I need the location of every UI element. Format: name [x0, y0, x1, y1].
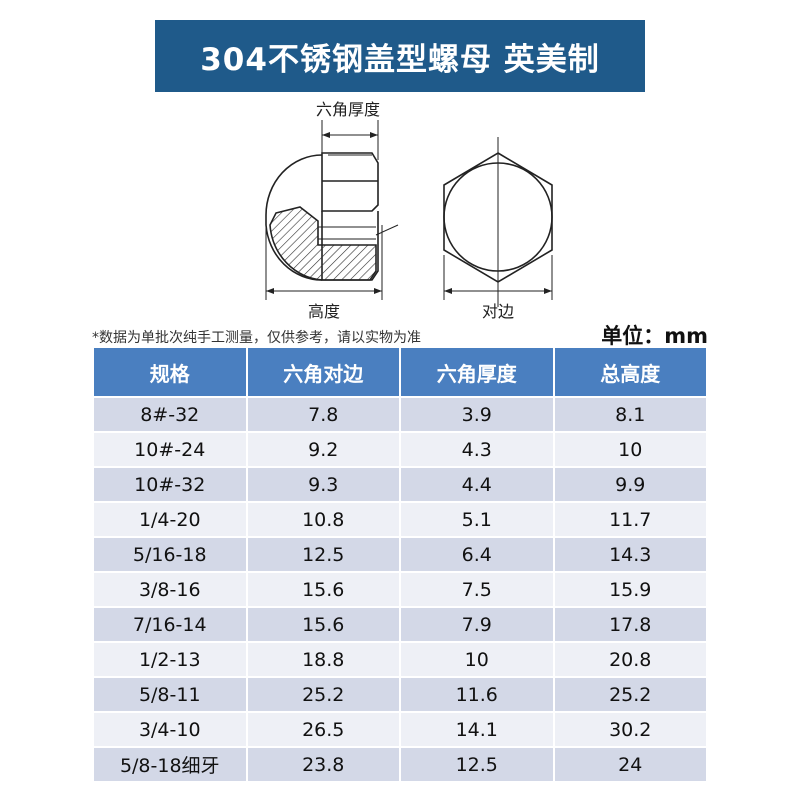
- cell-spec: 10#-32: [94, 468, 246, 501]
- cell-total-height: 25.2: [554, 678, 706, 711]
- table-row: 5/16-18 12.5 6.4 14.3: [94, 538, 706, 571]
- page-title: 304不锈钢盖型螺母 英美制: [200, 41, 600, 78]
- cell-spec: 5/8-18细牙: [94, 748, 246, 781]
- hex-thickness-label: 六角厚度: [316, 100, 380, 119]
- cell-total-height: 9.9: [554, 468, 706, 501]
- table-row: 10#-32 9.3 4.4 9.9: [94, 468, 706, 501]
- table-row: 3/8-16 15.6 7.5 15.9: [94, 573, 706, 606]
- table-row: 1/4-20 10.8 5.1 11.7: [94, 503, 706, 536]
- spec-table: 规格 六角对边 六角厚度 总高度 8#-32 7.8 3.9 8.1 10#-2…: [92, 346, 708, 783]
- height-label: 高度: [308, 302, 340, 321]
- cell-spec: 1/2-13: [94, 643, 246, 676]
- cell-across-flats: 23.8: [247, 748, 399, 781]
- table-row: 3/4-10 26.5 14.1 30.2: [94, 713, 706, 746]
- cell-total-height: 14.3: [554, 538, 706, 571]
- across-flats-label: 对边: [482, 302, 514, 321]
- header-across-flats: 六角对边: [247, 348, 399, 396]
- cell-total-height: 24: [554, 748, 706, 781]
- cell-hex-thickness: 7.5: [401, 573, 553, 606]
- cell-total-height: 15.9: [554, 573, 706, 606]
- cell-hex-thickness: 5.1: [401, 503, 553, 536]
- cell-spec: 1/4-20: [94, 503, 246, 536]
- cell-across-flats: 26.5: [247, 713, 399, 746]
- cell-across-flats: 12.5: [247, 538, 399, 571]
- cell-across-flats: 9.3: [247, 468, 399, 501]
- title-banner: 304不锈钢盖型螺母 英美制: [155, 20, 645, 92]
- cell-across-flats: 7.8: [247, 398, 399, 431]
- table-header-row: 规格 六角对边 六角厚度 总高度: [94, 348, 706, 396]
- top-view: [443, 137, 553, 307]
- table-row: 10#-24 9.2 4.3 10: [94, 433, 706, 466]
- cell-hex-thickness: 10: [401, 643, 553, 676]
- cell-hex-thickness: 4.4: [401, 468, 553, 501]
- cell-spec: 10#-24: [94, 433, 246, 466]
- cell-across-flats: 15.6: [247, 608, 399, 641]
- measurement-note: *数据为单批次纯手工测量，仅供参考，请以实物为准: [92, 330, 421, 346]
- header-hex-thickness: 六角厚度: [401, 348, 553, 396]
- cell-hex-thickness: 14.1: [401, 713, 553, 746]
- cell-across-flats: 10.8: [247, 503, 399, 536]
- header-total-height: 总高度: [554, 348, 706, 396]
- cell-total-height: 20.8: [554, 643, 706, 676]
- cell-across-flats: 18.8: [247, 643, 399, 676]
- side-view: [265, 120, 399, 300]
- cap-nut-diagram: 六角厚度 高度 对边: [265, 100, 553, 321]
- cell-across-flats: 9.2: [247, 433, 399, 466]
- cell-across-flats: 15.6: [247, 573, 399, 606]
- cell-spec: 7/16-14: [94, 608, 246, 641]
- cell-hex-thickness: 3.9: [401, 398, 553, 431]
- cell-spec: 5/8-11: [94, 678, 246, 711]
- cell-total-height: 10: [554, 433, 706, 466]
- table-row: 7/16-14 15.6 7.9 17.8: [94, 608, 706, 641]
- cell-spec: 3/4-10: [94, 713, 246, 746]
- cell-spec: 3/8-16: [94, 573, 246, 606]
- cell-total-height: 8.1: [554, 398, 706, 431]
- cell-hex-thickness: 4.3: [401, 433, 553, 466]
- cell-spec: 8#-32: [94, 398, 246, 431]
- cell-across-flats: 25.2: [247, 678, 399, 711]
- unit-label: 单位：mm: [601, 324, 708, 348]
- table-row: 5/8-18细牙 23.8 12.5 24: [94, 748, 706, 781]
- cell-hex-thickness: 6.4: [401, 538, 553, 571]
- cell-hex-thickness: 11.6: [401, 678, 553, 711]
- table-row: 1/2-13 18.8 10 20.8: [94, 643, 706, 676]
- cell-spec: 5/16-18: [94, 538, 246, 571]
- cell-total-height: 17.8: [554, 608, 706, 641]
- cell-hex-thickness: 12.5: [401, 748, 553, 781]
- cell-total-height: 11.7: [554, 503, 706, 536]
- table-row: 8#-32 7.8 3.9 8.1: [94, 398, 706, 431]
- table-row: 5/8-11 25.2 11.6 25.2: [94, 678, 706, 711]
- header-spec: 规格: [94, 348, 246, 396]
- cell-total-height: 30.2: [554, 713, 706, 746]
- cell-hex-thickness: 7.9: [401, 608, 553, 641]
